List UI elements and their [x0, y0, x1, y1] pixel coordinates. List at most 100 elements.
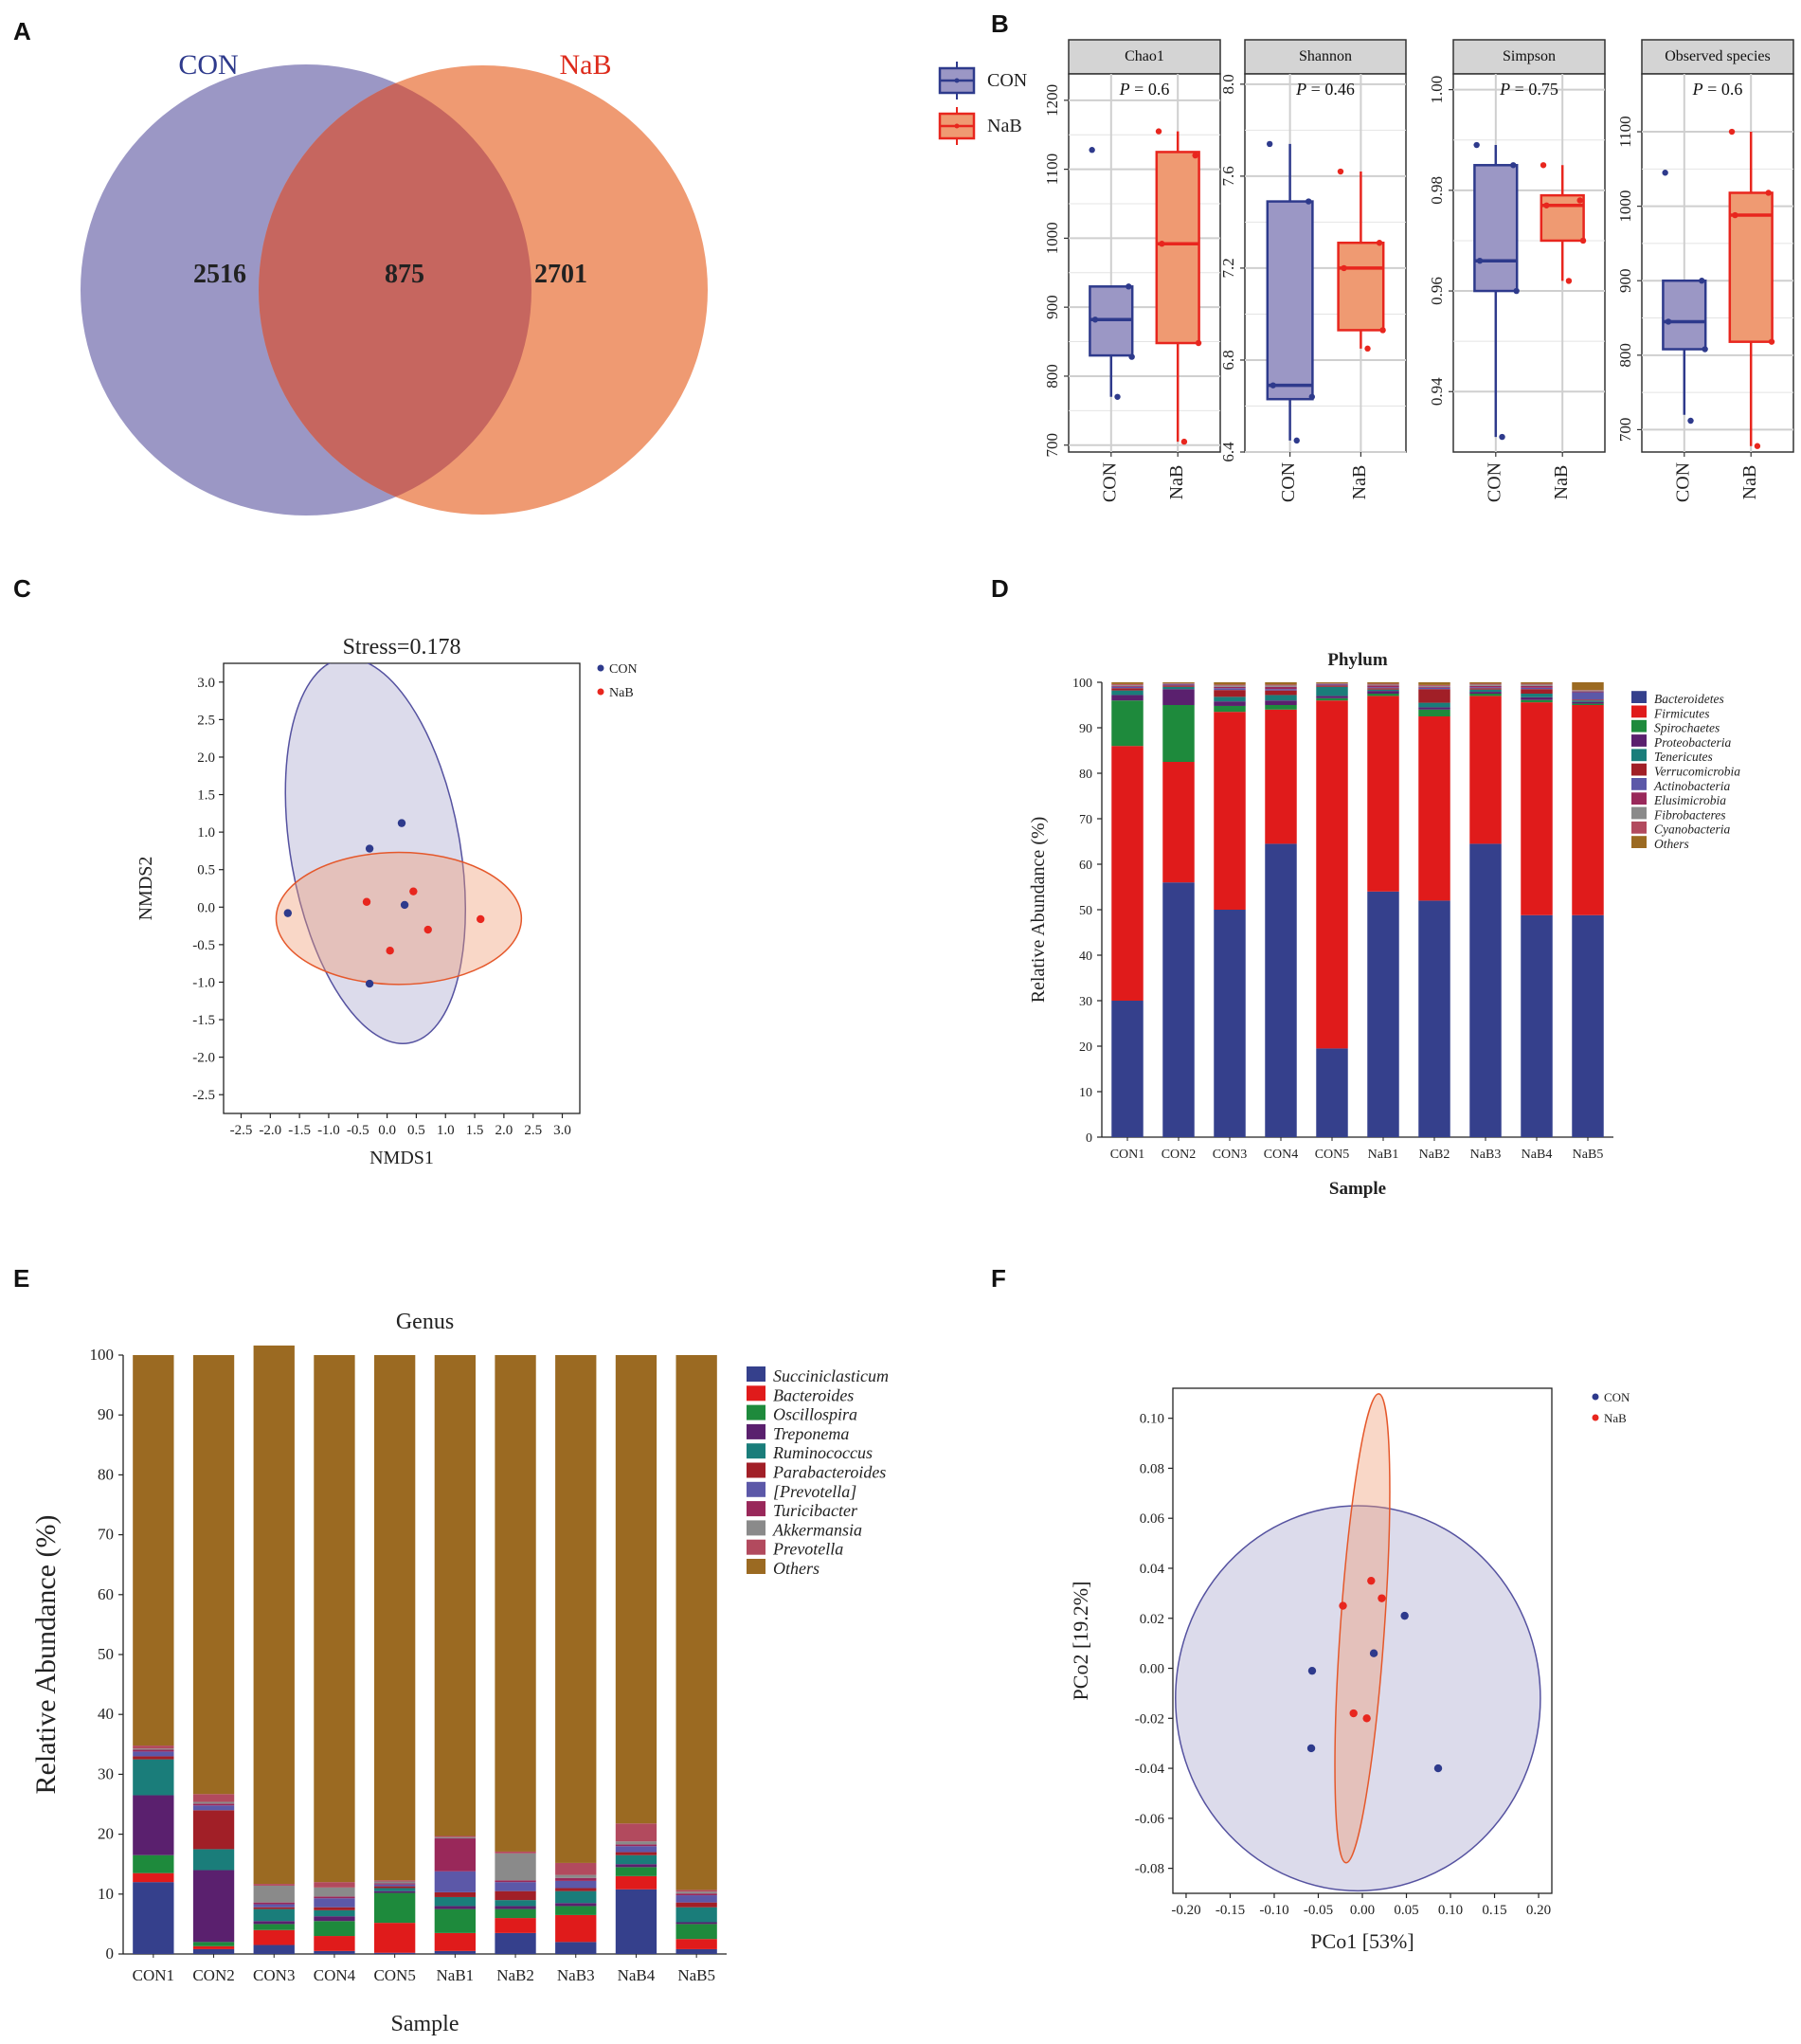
ellipse-NaB: [275, 851, 523, 986]
data-point-CON: [1476, 257, 1484, 264]
bar-segment: [495, 1880, 536, 1883]
bar-segment: [1111, 682, 1144, 684]
y-tick-label: 100: [90, 1346, 115, 1364]
bar-segment: [314, 1907, 355, 1910]
legend-dot: [954, 123, 960, 129]
data-point-CON: [1266, 140, 1273, 148]
data-point-NaB: [1754, 443, 1761, 449]
bar-segment: [1111, 690, 1144, 696]
bar-segment: [373, 1884, 416, 1887]
legend-swatch: [1631, 691, 1647, 703]
bar-segment: [1316, 685, 1348, 687]
legend-label: Proteobacteria: [1653, 735, 1731, 750]
bar-segment: [1214, 701, 1246, 706]
bar-segment: [1367, 687, 1399, 689]
bar-segment: [495, 1908, 536, 1919]
y-tick-label: 0.96: [1428, 277, 1446, 305]
bar-segment: [434, 1908, 477, 1933]
x-tick-label: -0.5: [347, 1123, 369, 1138]
y-tick-label: -2.0: [192, 1051, 215, 1066]
point-CON: [1307, 1666, 1317, 1675]
box-NaB: [1155, 151, 1200, 345]
bar-segment: [1367, 689, 1399, 692]
y-tick-label: -1.5: [192, 1013, 215, 1028]
legend-swatch: [747, 1481, 765, 1497]
bar-segment: [1162, 689, 1195, 705]
legend-swatch: [747, 1423, 765, 1439]
bar-segment: [555, 1880, 597, 1889]
bar-segment: [1469, 692, 1502, 694]
point-CON: [1306, 1744, 1316, 1753]
x-tick-label: NaB1: [437, 1966, 475, 1984]
box-NaB: [1540, 193, 1585, 243]
data-point-CON: [1510, 162, 1517, 169]
legend-label: Bacteroidetes: [1654, 692, 1724, 706]
x-tick-label: CON5: [1315, 1148, 1350, 1162]
data-point-NaB: [1379, 327, 1386, 334]
y-tick-label: 3.0: [197, 676, 215, 691]
bar-segment: [1214, 712, 1246, 910]
x-tick-label: -1.5: [288, 1123, 311, 1138]
y-tick-label: -1.0: [192, 975, 215, 990]
bar-segment: [675, 1893, 717, 1896]
bar-segment: [133, 1746, 174, 1749]
y-tick-label: -2.5: [192, 1088, 215, 1103]
bar-segment: [1521, 694, 1553, 697]
legend-label-1: NaB: [987, 116, 1022, 136]
bar-segment: [1572, 699, 1604, 701]
point-NaB: [1339, 1601, 1347, 1610]
x-tick-label: CON2: [1162, 1148, 1197, 1162]
bar-segment: [253, 1929, 295, 1945]
bar-segment: [495, 1918, 536, 1933]
x-tick-label: 0.0: [378, 1123, 396, 1138]
legend-marker: [597, 664, 604, 672]
bar-segment: [1572, 705, 1604, 915]
bar-segment: [192, 1355, 235, 1795]
data-point-CON: [1089, 147, 1095, 154]
y-tick-label: 1.5: [197, 788, 215, 804]
data-point-NaB: [1543, 202, 1550, 208]
legend-swatch: [1631, 763, 1647, 776]
bar-segment: [1521, 689, 1553, 694]
facet-header: [1068, 39, 1221, 75]
x-tick-label: NaB: [1551, 465, 1572, 500]
y-tick-label: 1000: [1616, 190, 1634, 223]
x-tick-label: 3.0: [553, 1123, 571, 1138]
legend-swatch: [1631, 792, 1647, 805]
x-tick-label: CON3: [253, 1966, 295, 1984]
boxplot-facet-chao1: Chao1 700 800 900 1000 1100 1200 P = 0.6 CON NaB: [1043, 39, 1221, 502]
x-tick-label: 0.20: [1526, 1903, 1551, 1918]
bar-segment: [555, 1888, 597, 1891]
data-point-NaB: [1732, 211, 1738, 219]
bar-segment: [1111, 746, 1144, 1001]
y-tick-label: 50: [98, 1645, 114, 1663]
y-tick-label: 40: [1079, 950, 1092, 964]
bar-segment: [1418, 689, 1450, 703]
bar-segment: [495, 1882, 536, 1891]
data-point-NaB: [1155, 128, 1162, 135]
y-tick-label: 50: [1079, 904, 1092, 918]
bar-segment: [1521, 683, 1553, 685]
y-tick-label: 700: [1043, 433, 1061, 458]
p-value: P = 0.75: [1499, 80, 1558, 99]
y-tick-label: 0.10: [1140, 1412, 1164, 1427]
bar-segment: [495, 1900, 536, 1907]
bar-segment: [192, 1945, 235, 1949]
bar-segment: [1111, 683, 1144, 685]
legend-marker: [1592, 1393, 1599, 1401]
y-tick-label: 0.5: [197, 863, 215, 878]
x-tick-label: -0.10: [1259, 1903, 1288, 1918]
x-tick-label: -0.20: [1171, 1903, 1200, 1918]
bar-segment: [1521, 914, 1553, 1137]
data-point-NaB: [1728, 128, 1736, 136]
y-tick-label: 6.8: [1219, 350, 1237, 370]
bar-segment: [1469, 688, 1502, 690]
p-number: = 0.6: [1703, 80, 1743, 99]
bar-segment: [675, 1895, 717, 1903]
bar-segment: [1162, 684, 1195, 686]
bar-segment: [1521, 684, 1553, 686]
x-axis-label: Sample: [1329, 1179, 1386, 1199]
bar-segment: [1521, 696, 1553, 700]
legend-swatch: [747, 1404, 765, 1420]
legend-label: Parabacteroides: [772, 1463, 886, 1482]
